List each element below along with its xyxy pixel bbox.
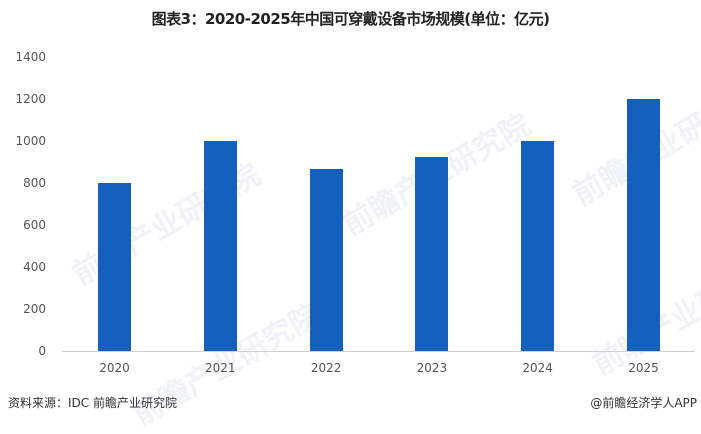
- bar-2023: [415, 156, 449, 351]
- y-tick-label: 1000: [15, 134, 46, 148]
- bar-2024: [521, 141, 555, 351]
- bar-chart: 前瞻产业研究院前瞻产业研究院前瞻产业研究院前瞻产业研究院前瞻产业研究院02004…: [15, 50, 701, 433]
- credit-note: @前瞻经济学人APP: [590, 396, 697, 410]
- y-tick-label: 0: [38, 344, 46, 358]
- x-tick-label: 2023: [416, 361, 448, 375]
- y-tick-label: 1400: [15, 50, 46, 64]
- y-tick-label: 200: [23, 302, 46, 316]
- source-note: 资料来源：IDC 前瞻产业研究院: [8, 396, 177, 410]
- x-tick-label: 2022: [310, 361, 342, 375]
- y-tick-label: 800: [23, 176, 46, 190]
- bar-2025: [627, 99, 660, 351]
- chart-title: 图表3：2020-2025年中国可穿戴设备市场规模(单位：亿元): [151, 10, 550, 28]
- x-tick-label: 2021: [205, 361, 236, 375]
- x-tick-label: 2020: [99, 361, 130, 375]
- y-tick-label: 400: [23, 260, 46, 274]
- x-axis-line: [62, 351, 695, 352]
- bar-2020: [98, 183, 131, 351]
- bar-2022: [309, 169, 343, 351]
- y-tick-label: 600: [23, 218, 46, 232]
- bar-2021: [203, 141, 237, 351]
- x-tick-label: 2025: [628, 361, 659, 375]
- y-tick-label: 1200: [15, 92, 46, 106]
- x-tick-label: 2024: [522, 361, 553, 375]
